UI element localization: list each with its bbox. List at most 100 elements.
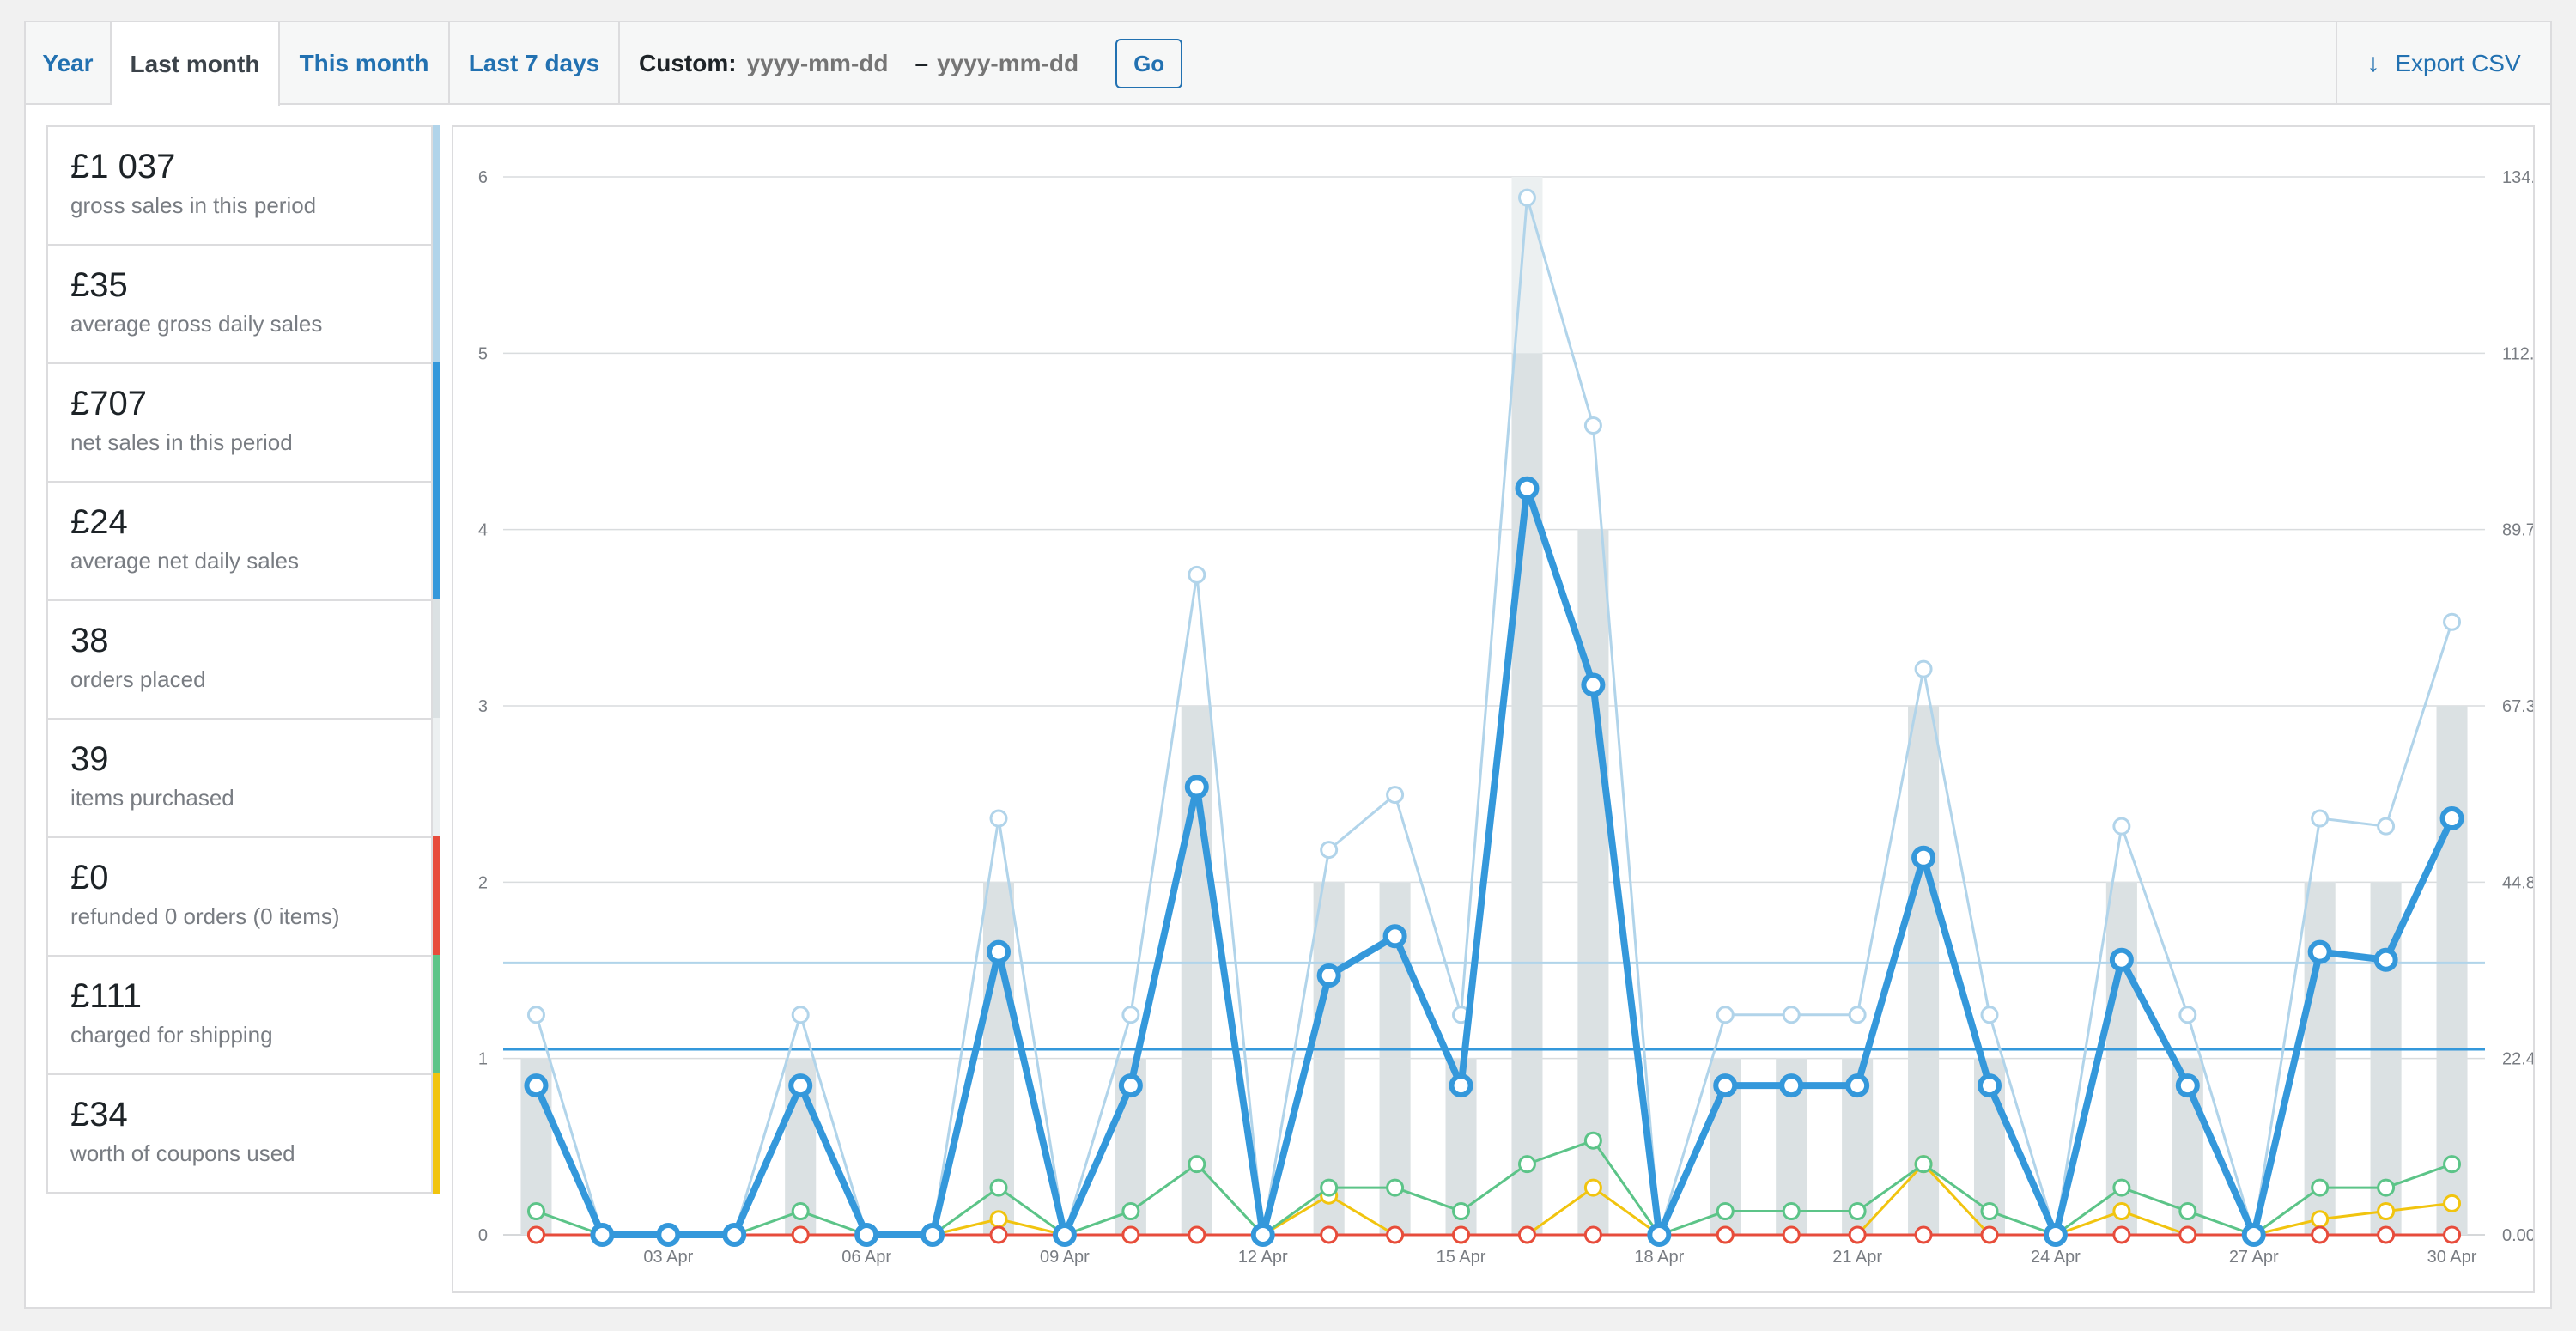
orders-bar: [2436, 706, 2468, 1235]
export-csv-link[interactable]: ↓ Export CSV: [2336, 22, 2550, 105]
shipping-line: [535, 1139, 2453, 1237]
legend-value: £1 037: [70, 148, 176, 185]
shipping-point: [1517, 1155, 1536, 1174]
gross-sales-point: [1583, 416, 1602, 435]
refunds-point: [2178, 1225, 2197, 1244]
shipping-point: [2443, 1155, 2462, 1174]
refunds-point: [1386, 1225, 1405, 1244]
legend-color-bar: [433, 362, 440, 483]
legend-value: 39: [70, 740, 109, 778]
y-left-tick-label: 6: [478, 168, 488, 187]
refunds-point: [1188, 1225, 1206, 1244]
net-sales-point: [788, 1073, 813, 1098]
net-sales-point: [2439, 806, 2464, 831]
refunds-point: [1583, 1225, 1602, 1244]
legend-item[interactable]: 38 orders placed: [48, 599, 440, 720]
legend-label: gross sales in this period: [70, 192, 317, 218]
legend-label: charged for shipping: [70, 1022, 273, 1048]
gross-sales-point: [1848, 1006, 1867, 1024]
legend-item[interactable]: £1 037 gross sales in this period: [48, 125, 440, 246]
orders-bar: [1908, 706, 1940, 1235]
legend-item[interactable]: £0 refunded 0 orders (0 items): [48, 836, 440, 957]
tab-last-month[interactable]: Last month: [112, 22, 280, 106]
refunds-point: [989, 1225, 1008, 1244]
refunds-point: [1452, 1225, 1471, 1244]
net-sales-point: [1118, 1073, 1143, 1098]
shipping-point: [1121, 1202, 1140, 1221]
refunds-point: [1848, 1225, 1867, 1244]
chart-legend: £1 037 gross sales in this period £35 avera…: [46, 125, 440, 1194]
net-sales-point: [1316, 963, 1341, 988]
legend-color-bar: [433, 599, 440, 720]
legend-label: average net daily sales: [70, 548, 299, 574]
legend-item[interactable]: 39 items purchased: [48, 718, 440, 838]
y-right-tick-label: 89.76: [2502, 521, 2533, 540]
x-tick-label: 15 Apr: [1437, 1248, 1486, 1267]
x-tick-label: 06 Apr: [841, 1248, 891, 1267]
legend-item[interactable]: £111 charged for shipping: [48, 955, 440, 1075]
end-date-input[interactable]: [937, 50, 1092, 77]
coupons-point: [2443, 1194, 2462, 1212]
net-sales-point: [1052, 1223, 1077, 1247]
shipping-point: [2311, 1178, 2330, 1197]
gross-sales-point: [791, 1006, 810, 1024]
go-button[interactable]: Go: [1115, 39, 1183, 88]
legend-value: £34: [70, 1096, 128, 1133]
y-left-tick-label: 5: [478, 344, 488, 363]
shipping-point: [791, 1202, 810, 1221]
legend-label: items purchased: [70, 785, 234, 811]
legend-color-bar: [433, 955, 440, 1075]
x-tick-label: 21 Apr: [1832, 1248, 1882, 1267]
legend-color-bar: [433, 836, 440, 957]
legend-color-bar: [433, 244, 440, 364]
shipping-point: [1848, 1202, 1867, 1221]
net-sales-point: [590, 1223, 615, 1247]
shipping-point: [1980, 1202, 1999, 1221]
legend-label: worth of coupons used: [70, 1140, 295, 1166]
refunds-point: [791, 1225, 810, 1244]
x-tick-label: 12 Apr: [1238, 1248, 1288, 1267]
legend-item[interactable]: £34 worth of coupons used: [48, 1073, 440, 1194]
shipping-point: [1320, 1178, 1339, 1197]
legend-color-bar: [433, 125, 440, 246]
tab-last-7-days[interactable]: Last 7 days: [450, 22, 620, 105]
gross-sales-point: [1188, 565, 1206, 584]
refunds-point: [526, 1225, 545, 1244]
net-sales-point: [1250, 1223, 1275, 1247]
net-sales-point: [1647, 1223, 1672, 1247]
legend-item[interactable]: £24 average net daily sales: [48, 481, 440, 601]
reports-panel: Year Last month This month Last 7 days C…: [24, 21, 2555, 1309]
net-sales-point: [2373, 947, 2398, 972]
x-tick-label: 03 Apr: [643, 1248, 693, 1267]
export-csv-label: Export CSV: [2395, 50, 2521, 76]
coupons-point: [2311, 1210, 2330, 1229]
orders-bar: [1313, 882, 1345, 1235]
shipping-point: [526, 1202, 545, 1221]
legend-item[interactable]: £35 average gross daily sales: [48, 244, 440, 364]
legend-label: refunded 0 orders (0 items): [70, 903, 340, 929]
refunds-point: [1716, 1225, 1735, 1244]
shipping-point: [989, 1178, 1008, 1197]
start-date-input[interactable]: [746, 50, 910, 77]
net-sales-point: [1581, 672, 1606, 697]
net-sales-point: [2109, 947, 2134, 972]
gross-sales-point: [2443, 612, 2462, 631]
shipping-point: [1452, 1202, 1471, 1221]
net-sales-point: [1911, 845, 1936, 870]
refunds-point: [2112, 1225, 2131, 1244]
x-tick-label: 24 Apr: [2031, 1248, 2081, 1267]
tab-year[interactable]: Year: [26, 22, 112, 105]
shipping-point: [1188, 1155, 1206, 1174]
y-left-tick-label: 0: [478, 1226, 488, 1245]
tab-this-month[interactable]: This month: [280, 22, 450, 105]
legend-item[interactable]: £707 net sales in this period: [48, 362, 440, 483]
refunds-point: [1517, 1225, 1536, 1244]
refunds-point: [1980, 1225, 1999, 1244]
legend-value: £707: [70, 385, 147, 422]
y-left-tick-label: 3: [478, 697, 488, 716]
net-sales-line: [532, 484, 2456, 1238]
gross-sales-point: [1386, 786, 1405, 805]
net-sales-point: [1515, 476, 1540, 501]
shipping-point: [2112, 1178, 2131, 1197]
net-sales-point: [722, 1223, 747, 1247]
